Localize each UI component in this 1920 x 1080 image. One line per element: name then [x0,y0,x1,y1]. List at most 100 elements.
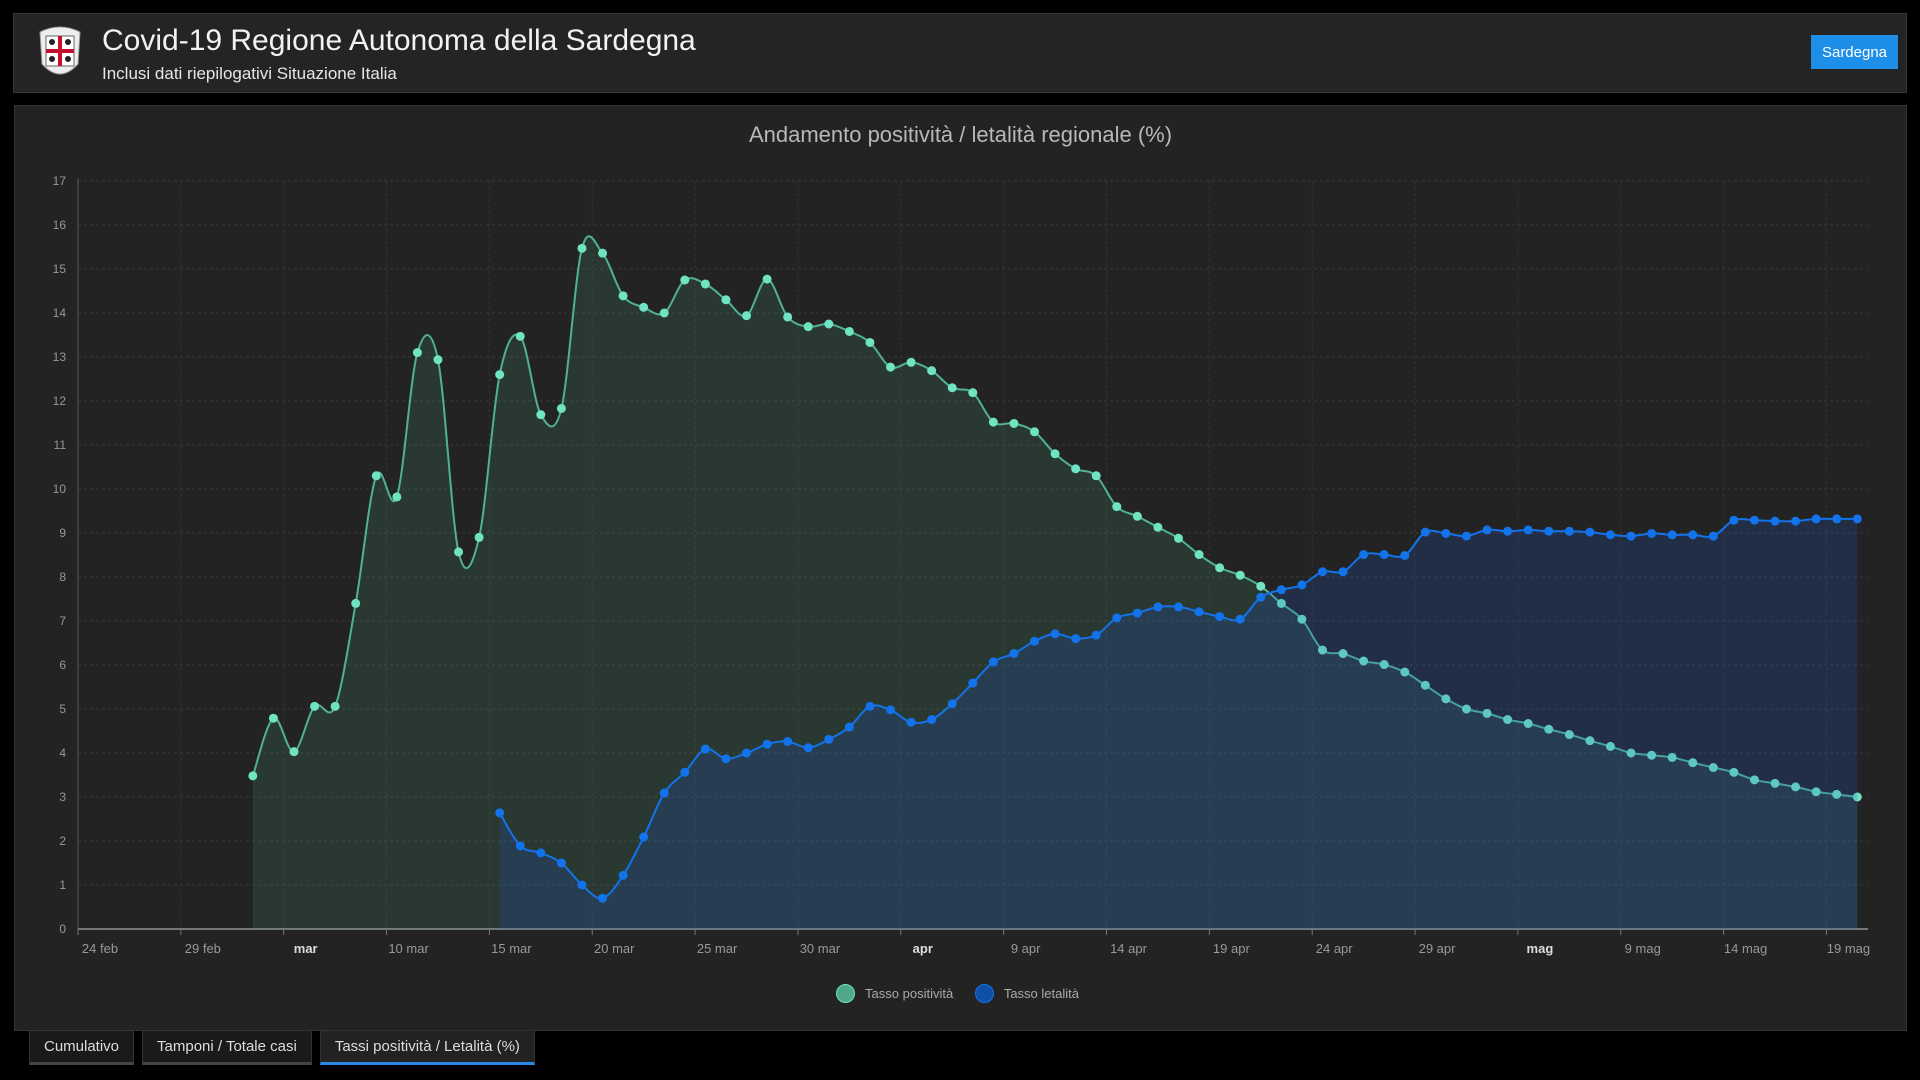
data-point [1297,580,1307,590]
app-subtitle: Inclusi dati riepilogativi Situazione It… [102,64,397,83]
data-point [1215,563,1225,573]
y-tick-label: 10 [53,482,67,496]
y-tick-label: 6 [59,658,66,672]
data-point [1009,418,1019,428]
data-point [742,748,752,758]
data-point [495,808,505,818]
x-tick-label: 9 apr [1011,941,1041,956]
x-tick-label: 10 mar [388,941,429,956]
data-point [803,322,813,332]
data-point [1811,787,1821,797]
tab-bar: Cumulativo Tamponi / Totale casi Tassi p… [29,1031,535,1065]
data-point [330,701,340,711]
y-tick-label: 17 [53,174,67,188]
data-point [1770,778,1780,788]
data-point [618,291,628,301]
legend-item-letalita[interactable]: Tasso letalità [974,984,1085,1003]
data-point [700,279,710,289]
data-point [1585,527,1595,537]
data-point [1852,514,1862,524]
data-point [1626,748,1636,758]
data-point [1317,645,1327,655]
data-point [639,832,649,842]
data-point [906,717,916,727]
data-point [1708,763,1718,773]
data-point [268,713,278,723]
data-point [495,370,505,380]
data-point [762,739,772,749]
x-tick-label: 30 mar [800,941,841,956]
legend-item-positivita[interactable]: Tasso positività [836,984,959,1003]
data-point [1667,530,1677,540]
data-point [1832,514,1842,524]
data-point [1009,649,1019,659]
data-point [1338,567,1348,577]
legend-marker-positivita [836,984,856,1003]
y-tick-label: 15 [53,262,67,276]
data-point [1194,550,1204,560]
data-point [289,747,299,757]
y-tick-label: 1 [59,878,66,892]
data-point [1112,613,1122,623]
data-point [412,348,422,358]
data-point [886,705,896,715]
data-point [1770,516,1780,526]
data-point [1297,614,1307,624]
y-tick-label: 5 [59,702,66,716]
data-point [1749,515,1759,525]
y-tick-label: 14 [53,306,67,320]
data-point [659,308,669,318]
data-point [1605,530,1615,540]
tab-tamponi[interactable]: Tamponi / Totale casi [142,1031,312,1065]
data-point [1379,550,1389,560]
data-point [783,737,793,747]
data-point [392,492,402,502]
data-point [1235,614,1245,624]
data-point [865,701,875,711]
data-point [1729,767,1739,777]
x-tick-label: 29 apr [1419,941,1457,956]
y-tick-label: 12 [53,394,67,408]
x-tick-label: 24 apr [1316,941,1354,956]
y-tick-label: 9 [59,526,66,540]
x-tick-label: 24 feb [82,941,118,956]
data-point [1400,550,1410,560]
data-point [1647,750,1657,760]
data-point [1503,526,1513,536]
data-point [1461,704,1471,714]
y-tick-label: 13 [53,350,67,364]
data-point [1832,789,1842,799]
data-point [351,598,361,608]
data-point [1688,530,1698,540]
region-button[interactable]: Sardegna [1811,35,1898,69]
data-point [536,848,546,858]
data-point [1791,516,1801,526]
data-point [844,722,854,732]
data-point [1400,667,1410,677]
data-point [474,532,484,542]
tab-tassi[interactable]: Tassi positività / Letalità (%) [319,1031,535,1065]
data-point [1482,525,1492,535]
data-point [1112,502,1122,512]
legend: Tasso positività Tasso letalità [15,984,1906,1006]
data-point [1564,730,1574,740]
data-point [1523,525,1533,535]
data-point [1132,511,1142,521]
data-point [310,701,320,711]
y-tick-label: 8 [59,570,66,584]
data-point [618,870,628,880]
y-tick-label: 0 [59,922,66,936]
data-point [639,302,649,312]
data-point [1647,528,1657,538]
y-tick-label: 3 [59,790,66,804]
data-point [927,366,937,376]
data-point [1708,531,1718,541]
data-point [1071,464,1081,474]
data-point [680,767,690,777]
tab-cumulativo[interactable]: Cumulativo [29,1031,135,1065]
y-tick-label: 11 [54,438,67,452]
x-tick-label: 25 mar [697,941,738,956]
data-point [577,243,587,253]
x-tick-label: apr [913,941,933,956]
data-point [844,326,854,336]
